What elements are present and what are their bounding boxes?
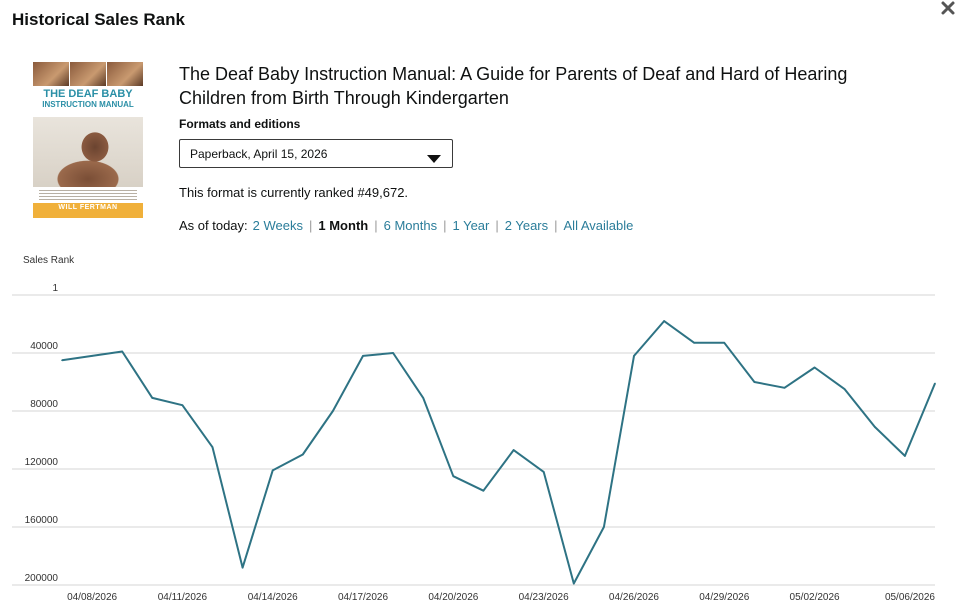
data-point xyxy=(61,359,63,362)
data-point xyxy=(633,355,635,357)
data-point xyxy=(693,342,695,344)
data-point xyxy=(151,397,154,399)
y-tick-labels: 1 40000 80000 120000 160000 200000 xyxy=(25,283,59,584)
data-point xyxy=(241,566,244,569)
data-point xyxy=(422,397,425,399)
range-2-weeks-link[interactable]: 2 Weeks xyxy=(252,218,303,233)
x-tick-label: 04/11/2026 xyxy=(158,592,208,603)
range-separator: | xyxy=(495,218,499,233)
data-point xyxy=(121,350,124,353)
x-tick-label: 04/23/2026 xyxy=(519,592,569,603)
y-tick-label: 120000 xyxy=(25,457,59,468)
x-tick-label: 04/26/2026 xyxy=(609,592,659,603)
y-tick-label: 1 xyxy=(52,283,58,294)
data-point xyxy=(723,342,726,344)
cover-subtitle-lines xyxy=(39,188,137,202)
sales-rank-chart: Sales Rank 1 40000 80000 120000 160000 200000… xyxy=(12,255,936,603)
data-point xyxy=(813,366,816,369)
series-line xyxy=(61,320,936,585)
format-select-value: Paperback, April 15, 2026 xyxy=(190,147,328,161)
x-tick-label: 04/20/2026 xyxy=(428,592,478,603)
book-cover-image: THE DEAF BABY INSTRUCTION MANUAL WILL FE… xyxy=(33,62,143,218)
range-separator: | xyxy=(309,218,313,233)
data-point xyxy=(392,352,394,354)
cover-title: THE DEAF BABY INSTRUCTION MANUAL xyxy=(42,88,134,109)
range-1-year-link[interactable]: 1 Year xyxy=(452,218,490,233)
data-point xyxy=(934,382,936,385)
caret-down-icon xyxy=(427,150,441,168)
data-point xyxy=(271,469,274,472)
data-point xyxy=(302,453,304,456)
book-title: The Deaf Baby Instruction Manual: A Guid… xyxy=(179,64,848,108)
x-tick-labels: 04/08/2026 04/11/2026 04/14/2026 04/17/2026… xyxy=(67,592,935,603)
y-tick-label: 40000 xyxy=(30,341,58,352)
y-axis-label: Sales Rank xyxy=(23,255,75,266)
data-point xyxy=(663,320,665,322)
dialog-title: Historical Sales Rank xyxy=(12,10,185,29)
current-rank-text: This format is currently ranked #49,672. xyxy=(179,185,409,200)
cover-photo-strip xyxy=(33,62,143,86)
x-tick-label: 04/29/2026 xyxy=(699,592,749,603)
data-point xyxy=(542,471,545,473)
data-point xyxy=(753,381,756,383)
cover-author: WILL FERTMAN xyxy=(33,203,143,218)
x-tick-label: 04/17/2026 xyxy=(338,592,388,603)
y-tick-label: 80000 xyxy=(30,399,58,410)
grid-lines xyxy=(12,294,935,586)
range-2-years-link[interactable]: 2 Years xyxy=(504,218,549,233)
cover-baby-photo xyxy=(33,117,143,187)
data-point xyxy=(181,404,184,406)
data-point xyxy=(211,446,214,449)
data-point xyxy=(783,386,786,389)
data-point xyxy=(332,410,334,412)
y-tick-label: 160000 xyxy=(25,515,59,526)
data-point xyxy=(512,449,515,451)
range-separator: | xyxy=(443,218,447,233)
x-tick-label: 04/08/2026 xyxy=(67,592,117,603)
x-tick-label: 04/14/2026 xyxy=(248,592,298,603)
x-tick-label: 05/02/2026 xyxy=(790,592,840,603)
data-point xyxy=(873,426,876,428)
data-point xyxy=(572,582,575,585)
range-separator: | xyxy=(554,218,558,233)
data-point xyxy=(603,526,605,528)
close-icon[interactable] xyxy=(940,0,956,16)
x-tick-label: 05/06/2026 xyxy=(885,592,935,603)
y-tick-label: 200000 xyxy=(25,573,59,584)
data-point xyxy=(362,355,364,357)
formats-label: Formats and editions xyxy=(179,117,301,131)
range-label: As of today: xyxy=(179,218,248,233)
range-separator: | xyxy=(374,218,378,233)
data-point xyxy=(904,455,906,457)
data-point xyxy=(843,388,846,391)
data-point xyxy=(452,475,455,478)
format-select[interactable]: Paperback, April 15, 2026 xyxy=(179,139,453,168)
data-points xyxy=(61,320,936,585)
range-6-months-link[interactable]: 6 Months xyxy=(383,218,438,233)
data-point xyxy=(91,355,93,357)
range-1-month-link[interactable]: 1 Month xyxy=(318,218,369,233)
data-point xyxy=(482,489,485,492)
time-range-selector: As of today: 2 Weeks | 1 Month | 6 Month… xyxy=(179,218,633,233)
range-all-available-link[interactable]: All Available xyxy=(563,218,634,233)
